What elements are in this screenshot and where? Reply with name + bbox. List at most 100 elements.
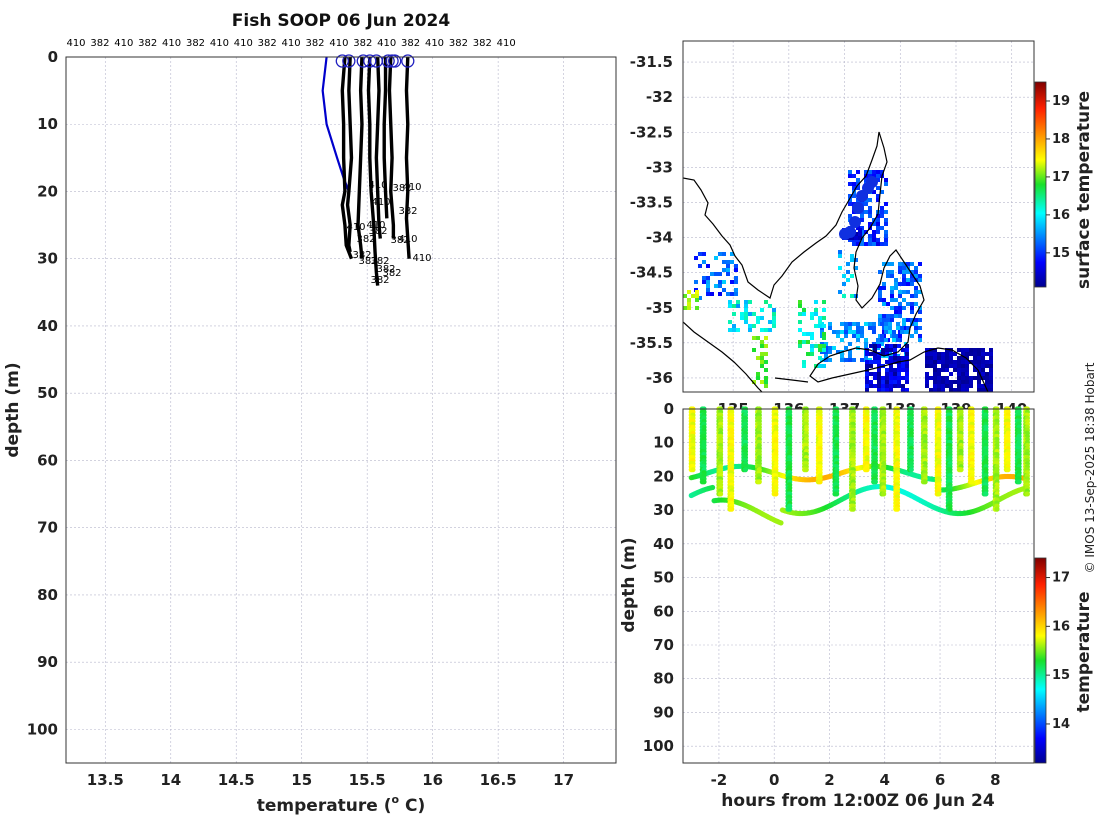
map-pixel [726, 264, 730, 268]
map-pixel [798, 344, 802, 348]
map-pixel [869, 364, 873, 368]
map-pixel [890, 318, 894, 322]
map-pixel [910, 270, 914, 274]
map-pixel [918, 334, 922, 338]
map-pixel [726, 268, 730, 272]
map-pixel [854, 236, 858, 240]
colorbar-tick-label: 17 [1052, 170, 1070, 185]
map-pixel [884, 230, 888, 234]
map-pixel [910, 278, 914, 282]
dt-x-tick-label: -2 [711, 771, 728, 789]
map-pixel [989, 368, 993, 372]
map-pixel [888, 322, 892, 326]
map-pixel [981, 352, 985, 356]
map-pixel [949, 352, 953, 356]
map-pixel [914, 322, 918, 326]
map-pixel [702, 260, 706, 264]
map-pixel [868, 210, 872, 214]
map-pixel [977, 364, 981, 368]
map-pixel [802, 312, 806, 316]
map-pixel [760, 316, 764, 320]
map-pixel [886, 274, 890, 278]
map-pixel [798, 300, 802, 304]
map-pixel [884, 338, 888, 342]
map-pixel [957, 356, 961, 360]
map-pixel [868, 198, 872, 202]
map-pixel [937, 380, 941, 384]
map-pixel [748, 324, 752, 328]
map-pixel [878, 294, 882, 298]
map-pixel [734, 276, 738, 280]
dt-point [773, 491, 779, 497]
map-pixel [965, 364, 969, 368]
map-pixel [856, 322, 860, 326]
cast-id-label: 410 [114, 38, 133, 49]
map-pixel [977, 368, 981, 372]
map-pixel [872, 238, 876, 242]
map-pixel [937, 384, 941, 388]
map-pixel [894, 282, 898, 286]
map-pixel [906, 262, 910, 266]
map-pixel [798, 328, 802, 332]
map-pixel [886, 262, 890, 266]
map-pixel [937, 388, 941, 392]
map-pixel [802, 340, 806, 344]
map-pixel [880, 342, 884, 346]
map-pixel [850, 254, 854, 258]
map-pixel [683, 294, 687, 298]
map-pixel [889, 368, 893, 372]
map-pixel [945, 376, 949, 380]
map-pixels [683, 170, 993, 392]
map-pixel [877, 384, 881, 388]
map-pixel [894, 310, 898, 314]
x-tick-label: 16 [422, 771, 443, 789]
map-pixel [714, 256, 718, 260]
map-pixel [910, 282, 914, 286]
map-pixel [945, 368, 949, 372]
map-pixel [768, 328, 772, 332]
map-pixel [828, 346, 832, 350]
map-pixel [772, 324, 776, 328]
map-pixel [798, 304, 802, 308]
map-pixel [756, 356, 760, 360]
map-pixel [910, 306, 914, 310]
map-pixel [718, 280, 722, 284]
map-pixel [896, 338, 900, 342]
map-pixel [832, 330, 836, 334]
map-pixel [902, 318, 906, 322]
map-pixel [744, 316, 748, 320]
x-tick-label: 16.5 [480, 771, 517, 789]
map-pixel [852, 182, 856, 186]
map-pixel [906, 278, 910, 282]
track-point [844, 226, 856, 238]
map-pixel [892, 330, 896, 334]
map-y-tick-label: -31.5 [630, 53, 673, 71]
map-pixel [906, 326, 910, 330]
profile-line [382, 57, 389, 219]
profile-annotation: 382 [382, 268, 401, 279]
map-pixel [945, 364, 949, 368]
cast-id-label: 410 [377, 38, 396, 49]
map-pixel [726, 260, 730, 264]
map-pixel [865, 376, 869, 380]
map-pixel [854, 258, 858, 262]
map-pixel [842, 282, 846, 286]
map-pixel [981, 356, 985, 360]
map-pixel [892, 334, 896, 338]
map-pixel [929, 376, 933, 380]
map-pixel [760, 340, 764, 344]
map-pixel [882, 286, 886, 290]
map-pixel [929, 352, 933, 356]
map-pixel [714, 272, 718, 276]
dt-point [908, 467, 914, 473]
map-pixel [961, 348, 965, 352]
map-pixel [882, 314, 886, 318]
map-pixel [876, 218, 880, 222]
map-pixel [965, 368, 969, 372]
map-pixel [872, 230, 876, 234]
cast-id-label: 382 [186, 38, 205, 49]
cast-id-label: 410 [210, 38, 229, 49]
map-pixel [893, 376, 897, 380]
map-pixel [760, 308, 764, 312]
map-colorbar-ticks: 15 16 17 18 19 [1046, 94, 1070, 261]
